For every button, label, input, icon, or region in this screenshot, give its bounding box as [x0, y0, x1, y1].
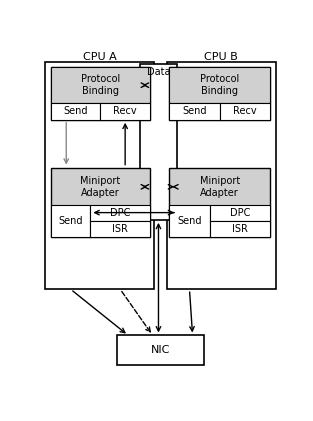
- Text: Recv: Recv: [233, 107, 257, 116]
- Text: CPU B: CPU B: [204, 52, 238, 62]
- Text: DPC: DPC: [110, 208, 131, 218]
- Text: Protocol
Binding: Protocol Binding: [200, 75, 239, 96]
- Bar: [51, 67, 150, 103]
- Bar: [169, 67, 270, 120]
- Text: NIC: NIC: [151, 345, 170, 355]
- Bar: [169, 103, 220, 120]
- Bar: [51, 67, 150, 120]
- Bar: [169, 67, 270, 103]
- Bar: [90, 205, 150, 221]
- Bar: [220, 103, 270, 120]
- Bar: [100, 103, 150, 120]
- Bar: [210, 205, 270, 221]
- Bar: [51, 168, 150, 237]
- Bar: [169, 168, 270, 237]
- Text: Protocol
Binding: Protocol Binding: [81, 75, 120, 96]
- Bar: [45, 62, 154, 289]
- Bar: [51, 205, 90, 237]
- Bar: [210, 221, 270, 237]
- Text: Miniport
Adapter: Miniport Adapter: [200, 176, 240, 197]
- Text: ISR: ISR: [232, 224, 248, 234]
- Text: Data: Data: [147, 67, 170, 77]
- Text: Send: Send: [177, 216, 202, 226]
- Bar: [117, 336, 204, 365]
- Text: Miniport
Adapter: Miniport Adapter: [80, 176, 121, 197]
- Bar: [167, 62, 275, 289]
- Text: Send: Send: [58, 216, 83, 226]
- Text: Recv: Recv: [113, 107, 137, 116]
- Text: ISR: ISR: [112, 224, 128, 234]
- Bar: [140, 64, 177, 220]
- Text: Send: Send: [182, 107, 207, 116]
- Bar: [90, 221, 150, 237]
- Bar: [51, 103, 100, 120]
- Text: DPC: DPC: [230, 208, 250, 218]
- Text: Send: Send: [63, 107, 88, 116]
- Bar: [169, 205, 210, 237]
- Text: CPU A: CPU A: [83, 52, 116, 62]
